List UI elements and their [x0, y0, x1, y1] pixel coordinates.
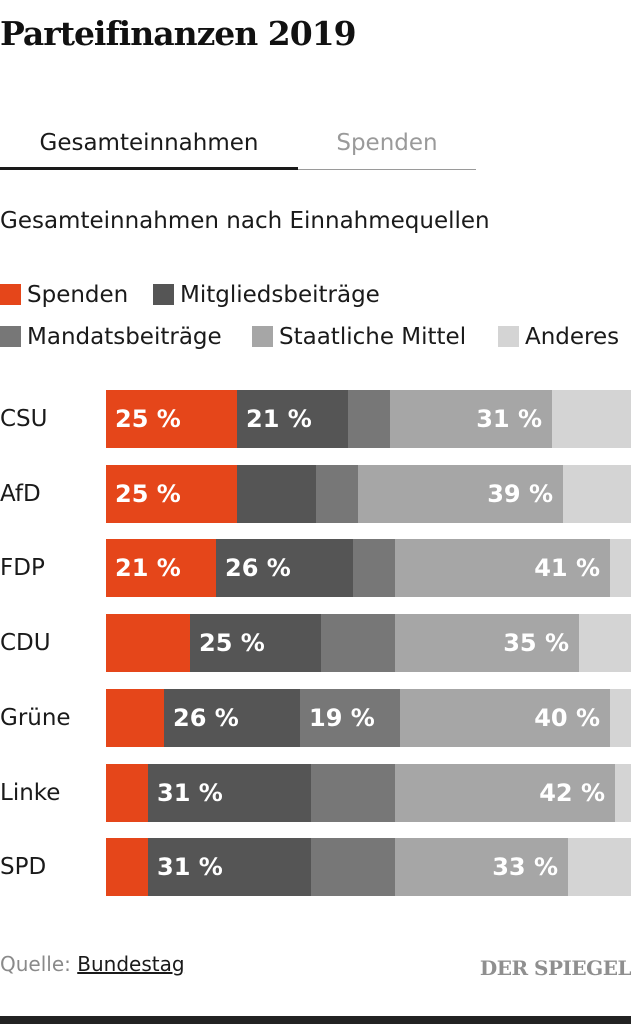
legend-item-anderes: Anderes: [498, 320, 619, 354]
party-label-spd: SPD: [0, 854, 47, 880]
bar-fdp: 21 % 26 % 41 %: [106, 539, 631, 597]
chart-title: Parteifinanzen 2019: [0, 14, 357, 53]
data-label-gruene-mitgliedsbeitraege: 26 %: [173, 704, 239, 732]
bar-segment-fdp-anderes: [610, 539, 631, 597]
bar-segment-linke-mitgliedsbeitraege: [148, 764, 311, 822]
bar-segment-cdu-anderes: [579, 614, 631, 672]
bar-gruene: 26 % 19 % 40 %: [106, 689, 631, 747]
bar-segment-gruene-mitgliedsbeitraege: [164, 689, 300, 747]
legend-label-mandatsbeitraege: Mandatsbeiträge: [27, 324, 222, 350]
legend-label-anderes: Anderes: [525, 324, 620, 350]
bar-segment-gruene-spenden: [106, 689, 164, 747]
legend-swatch-anderes: [498, 326, 519, 347]
data-label-gruene-mandatsbeitraege: 19 %: [309, 704, 375, 732]
party-label-csu: CSU: [0, 406, 48, 432]
bar-linke: 31 % 42 %: [106, 764, 631, 822]
data-label-fdp-mitgliedsbeitraege: 26 %: [225, 554, 291, 582]
legend-item-spenden: Spenden: [0, 278, 128, 312]
bar-segment-cdu-staatliche-mittel: [395, 614, 579, 672]
bar-segment-csu-staatliche-mittel: [390, 390, 552, 448]
data-label-csu-spenden: 25 %: [115, 405, 181, 433]
legend-swatch-spenden: [0, 284, 21, 305]
bar-csu: 25 % 21 % 31 %: [106, 390, 631, 448]
data-label-afd-spenden: 25 %: [115, 480, 181, 508]
data-label-linke-staatliche-mittel: 42 %: [539, 779, 605, 807]
data-label-linke-mitgliedsbeitraege: 31 %: [157, 779, 223, 807]
bar-spd: 31 % 33 %: [106, 838, 631, 896]
party-label-linke: Linke: [0, 780, 61, 806]
data-label-fdp-staatliche-mittel: 41 %: [534, 554, 600, 582]
bar-segment-gruene-mandatsbeitraege: [300, 689, 400, 747]
tab-gesamteinnahmen[interactable]: Gesamteinnahmen: [0, 118, 298, 170]
data-label-csu-staatliche-mittel: 31 %: [476, 405, 542, 433]
bar-segment-csu-spenden: [106, 390, 237, 448]
bar-afd: 25 % 39 %: [106, 465, 631, 523]
bar-segment-gruene-anderes: [610, 689, 631, 747]
tab-spenden[interactable]: Spenden: [298, 118, 476, 170]
data-label-cdu-mitgliedsbeitraege: 25 %: [199, 629, 265, 657]
bar-segment-csu-mitgliedsbeitraege: [237, 390, 348, 448]
stacked-bar-chart: CSU 25 % 21 % 31 % AfD 25 % 39 % FDP 21 % 26 % 41 …: [0, 390, 631, 910]
legend-swatch-mandatsbeitraege: [0, 326, 21, 347]
chart-subtitle: Gesamteinnahmen nach Einnahmequellen: [0, 208, 490, 234]
data-label-cdu-staatliche-mittel: 35 %: [503, 629, 569, 657]
bottom-divider: [0, 1016, 631, 1024]
legend-label-spenden: Spenden: [27, 282, 129, 308]
bar-segment-spd-mitgliedsbeitraege: [148, 838, 311, 896]
bar-segment-spd-anderes: [568, 838, 631, 896]
source-note: Quelle: Bundestag: [0, 952, 185, 976]
bar-segment-fdp-staatliche-mittel: [395, 539, 610, 597]
bar-segment-fdp-spenden: [106, 539, 216, 597]
bar-segment-linke-spenden: [106, 764, 148, 822]
bar-segment-csu-mandatsbeitraege: [348, 390, 390, 448]
bar-segment-afd-spenden: [106, 465, 237, 523]
data-label-gruene-staatliche-mittel: 40 %: [534, 704, 600, 732]
bar-segment-afd-mitgliedsbeitraege: [237, 465, 316, 523]
legend-swatch-staatliche-mittel: [252, 326, 273, 347]
brand-logo: DER SPIEGEL: [479, 956, 631, 980]
data-label-spd-staatliche-mittel: 33 %: [492, 853, 558, 881]
bar-segment-afd-mandatsbeitraege: [316, 465, 358, 523]
legend-item-mandatsbeitraege: Mandatsbeiträge: [0, 320, 222, 354]
bar-segment-fdp-mandatsbeitraege: [353, 539, 395, 597]
bar-segment-gruene-staatliche-mittel: [400, 689, 610, 747]
legend-swatch-mitgliedsbeitraege: [153, 284, 174, 305]
bar-segment-csu-anderes: [552, 390, 631, 448]
bar-segment-linke-anderes: [615, 764, 631, 822]
data-label-afd-staatliche-mittel: 39 %: [487, 480, 553, 508]
legend-item-mitgliedsbeitraege: Mitgliedsbeiträge: [153, 278, 380, 312]
legend-label-mitgliedsbeitraege: Mitgliedsbeiträge: [180, 282, 380, 308]
source-prefix: Quelle:: [0, 952, 71, 976]
bar-cdu: 25 % 35 %: [106, 614, 631, 672]
source-link[interactable]: Bundestag: [77, 952, 185, 976]
party-label-fdp: FDP: [0, 555, 45, 581]
bar-segment-spd-staatliche-mittel: [395, 838, 568, 896]
party-label-afd: AfD: [0, 481, 41, 507]
bar-segment-spd-mandatsbeitraege: [311, 838, 395, 896]
bar-segment-spd-spenden: [106, 838, 148, 896]
bar-segment-cdu-spenden: [106, 614, 190, 672]
tab-bar: Gesamteinnahmen Spenden: [0, 118, 476, 170]
bar-segment-afd-anderes: [563, 465, 631, 523]
legend-item-staatliche-mittel: Staatliche Mittel: [252, 320, 466, 354]
bar-segment-cdu-mitgliedsbeitraege: [190, 614, 321, 672]
bar-segment-linke-staatliche-mittel: [395, 764, 615, 822]
data-label-csu-mitgliedsbeitraege: 21 %: [246, 405, 312, 433]
data-label-fdp-spenden: 21 %: [115, 554, 181, 582]
bar-segment-afd-staatliche-mittel: [358, 465, 563, 523]
legend-label-staatliche-mittel: Staatliche Mittel: [279, 324, 467, 350]
data-label-spd-mitgliedsbeitraege: 31 %: [157, 853, 223, 881]
bar-segment-linke-mandatsbeitraege: [311, 764, 395, 822]
bar-segment-cdu-mandatsbeitraege: [321, 614, 395, 672]
bar-segment-fdp-mitgliedsbeitraege: [216, 539, 353, 597]
party-label-cdu: CDU: [0, 630, 51, 656]
party-label-gruene: Grüne: [0, 705, 71, 731]
